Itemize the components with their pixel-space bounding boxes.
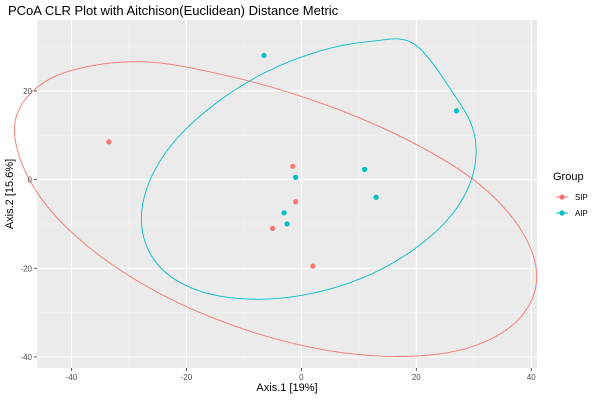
- legend-key-point-aip: [559, 210, 565, 216]
- point-sip: [293, 199, 299, 205]
- x-tick-label: 40: [527, 373, 536, 382]
- legend-label-sip: SIP: [575, 193, 588, 202]
- legend: Group SIP AIP: [553, 171, 588, 218]
- x-axis-title: Axis.1 [19%]: [256, 382, 317, 394]
- point-aip: [361, 166, 368, 172]
- y-axis-ticks: -40 -20 0 20: [20, 87, 37, 362]
- point-sip: [310, 263, 316, 269]
- plot-panel: [37, 20, 537, 368]
- legend-key-point-sip: [559, 194, 565, 200]
- point-sip: [290, 163, 296, 169]
- data-points: [106, 52, 460, 269]
- point-aip: [293, 174, 299, 180]
- point-aip: [284, 221, 290, 227]
- legend-label-aip: AIP: [575, 209, 588, 218]
- point-sip: [270, 225, 276, 231]
- point-sip: [106, 139, 112, 145]
- y-tick-label: 20: [23, 87, 32, 96]
- y-tick-label: -40: [20, 353, 32, 362]
- y-tick-label: 0: [28, 176, 33, 185]
- point-aip: [373, 194, 379, 200]
- x-tick-label: -40: [66, 373, 78, 382]
- confidence-ellipses: [14, 38, 538, 357]
- major-gridlines: [37, 20, 537, 368]
- point-aip: [453, 108, 460, 114]
- point-aip: [281, 210, 287, 216]
- x-axis-ticks: -40 -20 0 20 40: [66, 368, 536, 382]
- y-tick-label: -20: [20, 264, 32, 273]
- chart-title: PCoA CLR Plot with Aitchison(Euclidean) …: [8, 3, 339, 18]
- ellipse-aip: [140, 38, 477, 300]
- x-tick-label: -20: [181, 373, 193, 382]
- legend-title: Group: [553, 171, 584, 183]
- x-tick-label: 20: [412, 373, 421, 382]
- point-aip: [261, 52, 267, 59]
- ellipse-sip: [14, 61, 538, 357]
- x-tick-label: 0: [299, 373, 304, 382]
- y-axis-title: Axis.2 [15.6%]: [4, 159, 16, 229]
